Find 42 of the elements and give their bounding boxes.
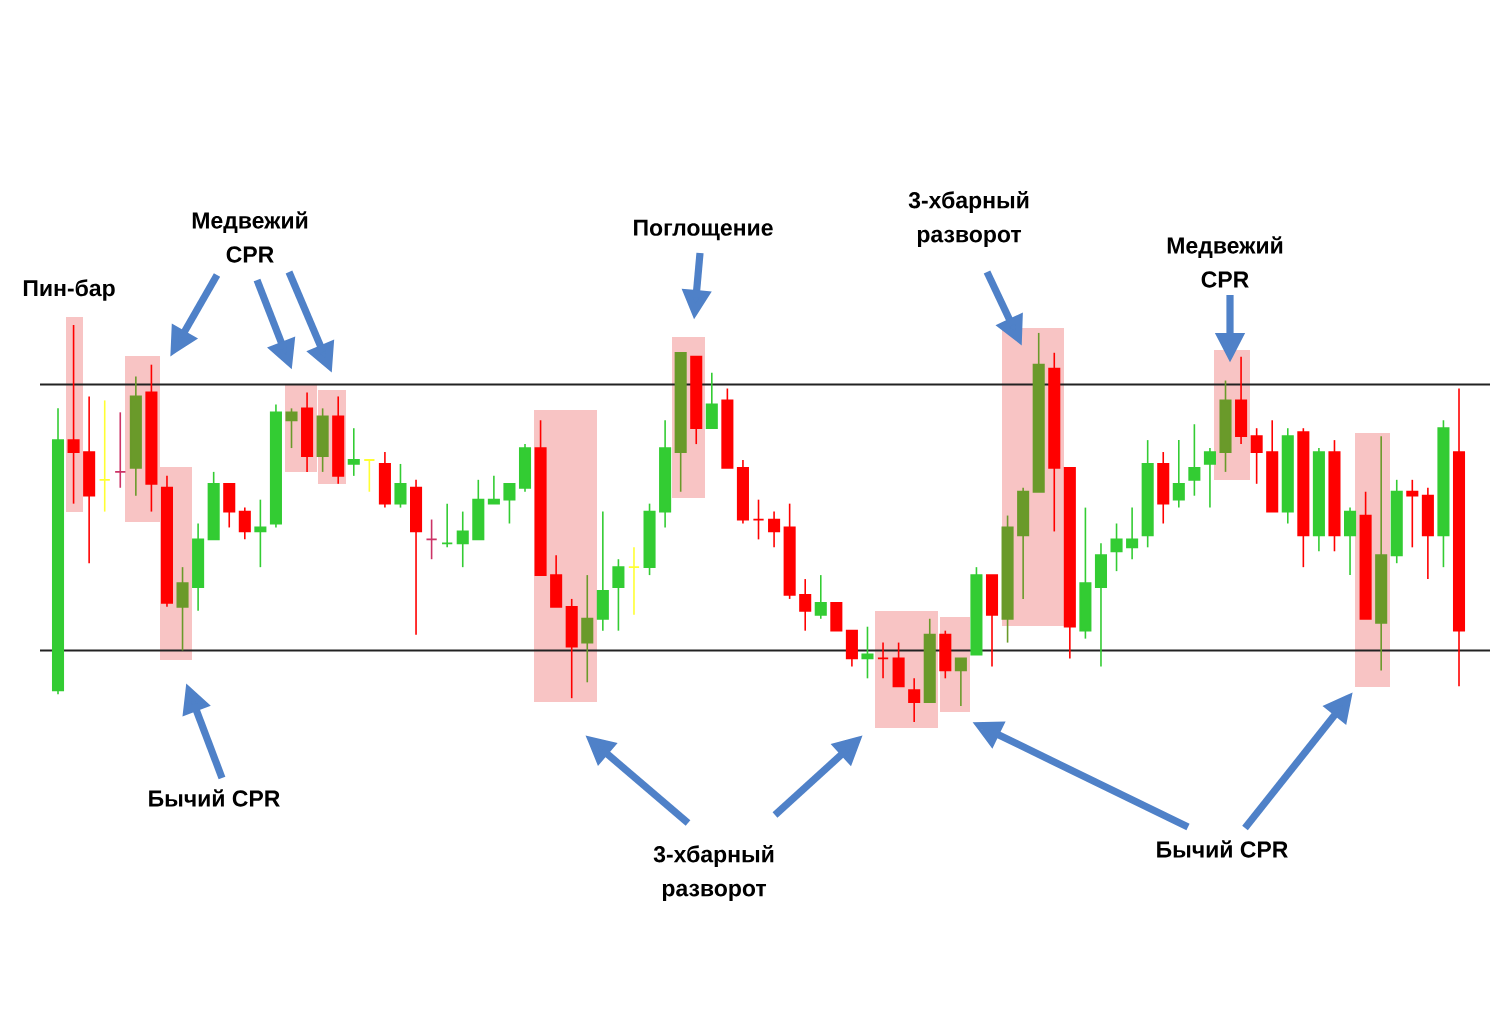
candlestick xyxy=(503,482,516,525)
candlestick xyxy=(254,498,267,568)
candlestick xyxy=(861,625,874,680)
candlestick xyxy=(627,546,641,616)
candlestick xyxy=(581,574,594,684)
candlestick xyxy=(425,518,438,561)
candlestick xyxy=(954,657,967,707)
candlestick xyxy=(752,498,765,541)
candlestick xyxy=(1406,479,1419,549)
candlestick xyxy=(768,510,781,549)
text: Пин-бар xyxy=(23,279,115,301)
candlestick xyxy=(394,463,407,509)
candlestick xyxy=(98,399,111,513)
candlestick xyxy=(814,574,827,620)
candlestick xyxy=(285,407,298,449)
candlestick xyxy=(799,578,812,632)
candlestick xyxy=(114,411,127,489)
candlestick xyxy=(1203,447,1216,509)
candlestick xyxy=(877,641,890,680)
candlestick xyxy=(487,475,500,505)
text: Медвежий CPR xyxy=(192,211,308,263)
text: Поглощение xyxy=(634,219,773,241)
candlestick xyxy=(908,677,921,723)
candlestick xyxy=(176,566,189,652)
text: Медвежий CPR xyxy=(1167,236,1283,288)
candlestick xyxy=(1126,506,1139,561)
candlestick xyxy=(1250,427,1263,485)
candlestick xyxy=(705,371,718,430)
text: 3-хбарный разворот xyxy=(653,845,774,901)
candlestick xyxy=(1172,439,1185,509)
candlestick xyxy=(363,459,376,493)
candlestick xyxy=(1110,522,1123,572)
candlestick xyxy=(238,506,251,541)
text: 3-хбарный разворот xyxy=(908,191,1029,247)
candlestick xyxy=(456,510,469,568)
candlestick xyxy=(1344,506,1357,576)
candlestick xyxy=(347,427,360,477)
candlestick xyxy=(612,558,625,632)
candlestick xyxy=(1188,423,1201,497)
text: Бычий CPR xyxy=(149,789,280,807)
text: Бычий CPR xyxy=(1157,840,1288,858)
candlestick xyxy=(441,502,454,549)
